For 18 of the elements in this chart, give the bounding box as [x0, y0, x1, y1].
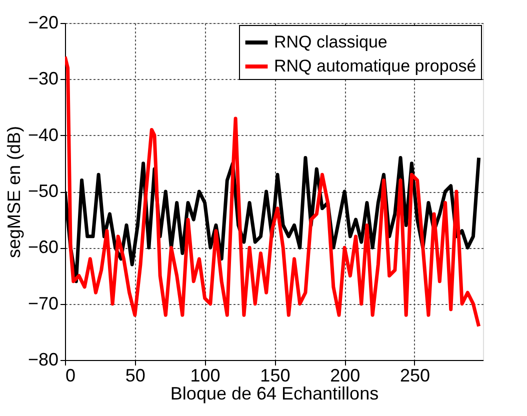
x-tick-label: 50 [125, 366, 146, 386]
legend-label: RNQ automatique proposé [274, 56, 476, 76]
x-tick-label: 250 [400, 366, 430, 386]
y-tick-label: −20 [28, 12, 58, 32]
x-axis-title: Bloque de 64 Echantillons [170, 384, 379, 404]
x-tick-label: 0 [66, 366, 76, 386]
y-tick-label: −30 [28, 68, 58, 89]
legend-label: RNQ classique [274, 32, 388, 52]
x-tick-label: 150 [260, 366, 290, 386]
y-axis-title: segMSE en (dB) [4, 126, 24, 258]
y-tick-label: −60 [28, 237, 58, 258]
y-tick-label: −70 [28, 293, 58, 314]
x-tick-label: 100 [190, 366, 220, 386]
y-tick-label: −80 [28, 350, 58, 370]
x-tick-label: 200 [330, 366, 360, 386]
y-tick-label: −50 [28, 181, 58, 201]
y-tick-label: −40 [28, 124, 58, 145]
line-series [65, 54, 481, 328]
